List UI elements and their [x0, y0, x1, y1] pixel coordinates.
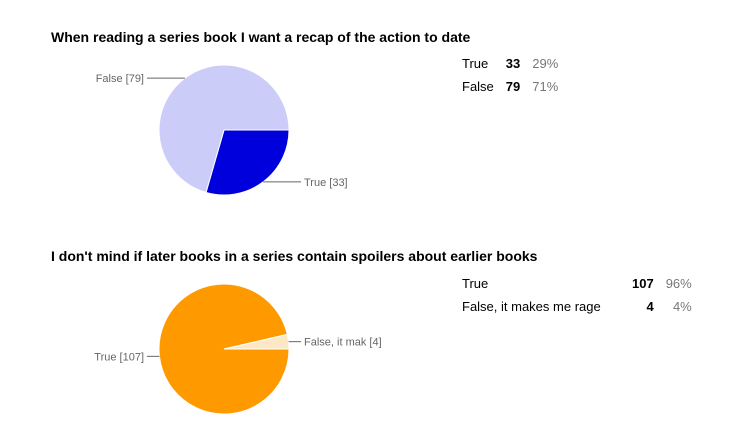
answer-count: 4: [646, 299, 654, 314]
answer-percent: 96%: [665, 276, 692, 291]
summary-row: True 107 96%: [456, 272, 698, 295]
answer-count: 107: [632, 276, 654, 291]
pie-slice-false: [158, 64, 290, 194]
answer-percent: 71%: [532, 79, 559, 94]
answer-percent: 4%: [672, 299, 692, 314]
answer-count: 79: [505, 79, 521, 94]
question-2-title: I don't mind if later books in a series …: [51, 248, 538, 264]
summary-table-2: True 107 96% False, it makes me rage 4 4%: [456, 272, 698, 318]
slice-label: True [33]: [304, 177, 348, 189]
answer-label: False: [462, 79, 494, 94]
summary-table-1: True 33 29% False 79 71%: [456, 52, 564, 98]
summary-row: False, it makes me rage 4 4%: [456, 295, 698, 318]
answer-count: 33: [505, 56, 521, 71]
question-1-title: When reading a series book I want a reca…: [51, 29, 471, 45]
answer-percent: 29%: [532, 56, 559, 71]
summary-row: True 33 29%: [456, 52, 564, 75]
answer-label: True: [462, 56, 489, 71]
slice-label: False [79]: [96, 73, 144, 85]
summary-row: False 79 71%: [456, 75, 564, 98]
answer-label: True: [462, 276, 489, 291]
answer-label: False, it makes me rage: [462, 299, 601, 314]
pie-chart-2: True [107] False, it mak [4]: [94, 283, 382, 415]
slice-label: False, it mak [4]: [304, 337, 382, 349]
pie-chart-1: True [33] False [79]: [96, 64, 348, 196]
slice-label: True [107]: [94, 351, 144, 363]
